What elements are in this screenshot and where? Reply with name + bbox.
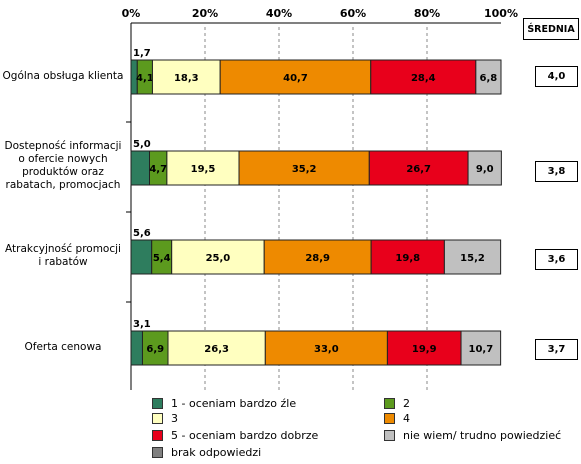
legend-item-5: nie wiem/ trudno powiedzieć: [384, 429, 561, 442]
bar-segment-3-4: [386, 330, 462, 366]
legend-label-1: 2: [403, 397, 410, 410]
legend-swatch-3: [384, 413, 395, 424]
legend-label-4: 5 - oceniam bardzo dobrze: [171, 429, 319, 442]
data-label-0-2: 18,3: [174, 73, 199, 84]
bar-segment-1-2: [166, 150, 240, 186]
data-label-2-0: 5,6: [133, 228, 151, 239]
x-tick-label-2: 40%: [266, 7, 292, 20]
bar-segment-1-5: [467, 150, 502, 186]
data-label-3-5: 10,7: [468, 344, 493, 355]
legend-item-6: brak odpowiedzi: [152, 446, 261, 459]
data-label-3-4: 19,9: [412, 344, 437, 355]
legend-label-6: brak odpowiedzi: [171, 446, 262, 459]
average-value-0: 4,0: [535, 66, 578, 87]
legend-swatch-2: [152, 413, 163, 424]
average-value-3: 3,7: [535, 339, 578, 360]
data-label-3-0: 3,1: [133, 319, 151, 330]
data-label-2-3: 28,9: [305, 253, 330, 264]
legend-swatch-1: [384, 398, 395, 409]
bar-segment-3-0: [130, 330, 143, 366]
data-label-0-0: 1,7: [133, 48, 151, 59]
data-label-1-5: 9,0: [476, 164, 494, 175]
data-label-1-2: 19,5: [191, 164, 216, 175]
legend-swatch-4: [152, 430, 163, 441]
legend-swatch-6: [152, 447, 163, 458]
legend-swatch-0: [152, 398, 163, 409]
data-label-1-4: 26,7: [406, 164, 431, 175]
average-value-1: 3,8: [535, 161, 578, 182]
legend-label-5: nie wiem/ trudno powiedzieć: [403, 429, 562, 442]
x-tick-label-0: 0%: [122, 7, 141, 20]
data-label-1-0: 5,0: [133, 139, 151, 150]
category-label-0: Ogólna obsługa klienta: [2, 70, 124, 82]
x-tick-label-5: 100%: [484, 7, 518, 20]
data-label-2-2: 25,0: [206, 253, 231, 264]
x-tick-label-4: 80%: [414, 7, 440, 20]
legend-item-1: 2: [384, 397, 410, 410]
legend-item-2: 3: [152, 412, 178, 425]
average-value-2: 3,6: [535, 249, 578, 270]
legend-item-4: 5 - oceniam bardzo dobrze: [152, 429, 318, 442]
x-tick-label-3: 60%: [340, 7, 366, 20]
average-header: ŚREDNIA: [523, 18, 579, 40]
legend-item-0: 1 - oceniam bardzo źle: [152, 397, 296, 410]
bar-segment-0-2: [151, 59, 221, 95]
legend-label-2: 3: [171, 412, 178, 425]
legend-label-0: 1 - oceniam bardzo źle: [171, 397, 297, 410]
data-label-2-5: 15,2: [460, 253, 485, 264]
bar-segment-1-0: [130, 150, 150, 186]
bar-segment-2-3: [263, 239, 372, 275]
data-label-0-1: 4,1: [136, 73, 154, 84]
bar-segment-1-4: [368, 150, 469, 186]
category-label-1: Dostepność informacji o ofercie nowych p…: [4, 140, 122, 191]
data-label-0-3: 40,7: [283, 73, 308, 84]
data-label-0-5: 6,8: [480, 73, 498, 84]
x-tick-label-1: 20%: [192, 7, 218, 20]
category-label-2: Atrakcyjność promocji i rabatów: [5, 243, 121, 268]
legend-label-3: 4: [403, 412, 410, 425]
data-label-1-1: 4,7: [149, 164, 167, 175]
category-label-3: Oferta cenowa: [24, 341, 102, 353]
bar-segment-1-3: [238, 150, 370, 186]
data-label-3-3: 33,0: [314, 344, 339, 355]
legend-item-3: 4: [384, 412, 410, 425]
data-label-1-3: 35,2: [292, 164, 317, 175]
bar-segment-0-4: [370, 59, 477, 95]
bar-segment-2-5: [443, 239, 502, 275]
data-label-0-4: 28,4: [411, 73, 436, 84]
bar-segment-2-0: [130, 239, 153, 275]
data-label-2-4: 19,8: [395, 253, 420, 264]
bar-segment-2-2: [171, 239, 265, 275]
bar-segment-2-4: [370, 239, 445, 275]
legend-swatch-5: [384, 430, 395, 441]
bar-segment-3-2: [167, 330, 266, 366]
bar-segment-3-5: [460, 330, 502, 366]
bar-segment-0-5: [475, 59, 502, 95]
data-label-3-1: 6,9: [146, 344, 164, 355]
data-label-2-1: 5,4: [153, 253, 171, 264]
data-label-3-2: 26,3: [204, 344, 229, 355]
bar-segment-3-1: [141, 330, 169, 366]
